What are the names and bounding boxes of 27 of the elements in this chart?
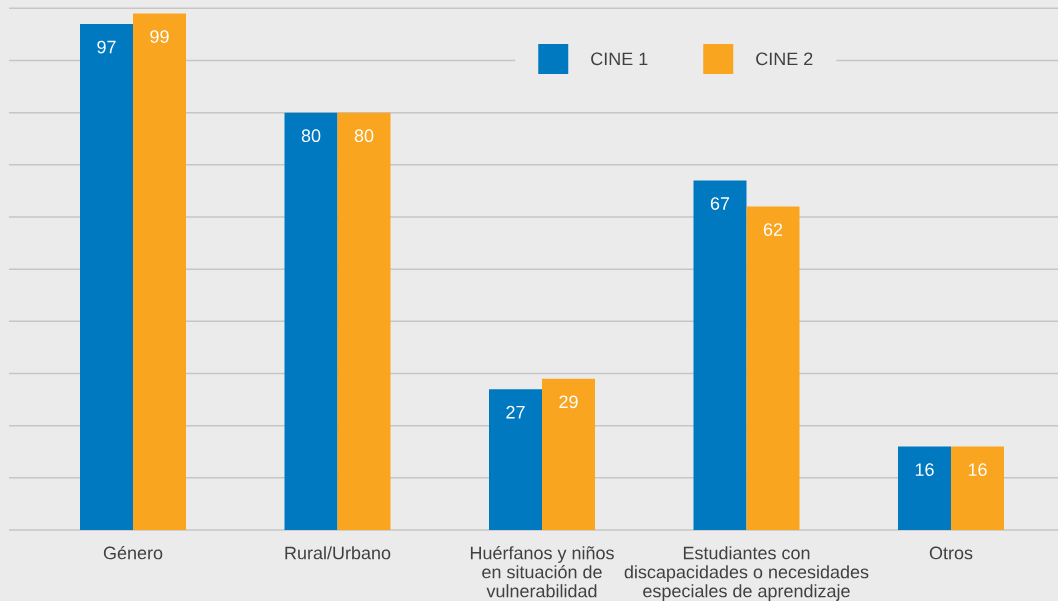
data-label: 16 [915, 463, 934, 476]
data-label: 62 [763, 223, 783, 236]
bar [284, 112, 338, 530]
bar [898, 446, 951, 530]
data-label: 27 [506, 405, 525, 419]
legend-label: CINE 2 [756, 52, 813, 66]
data-label: 16 [968, 463, 987, 476]
bar [950, 446, 1004, 530]
bar [542, 378, 595, 530]
bar [133, 13, 186, 530]
bar [746, 206, 800, 530]
x-tick-label: Estudiantes con discapacidades o necesidades especiales de aprendizaje [624, 546, 869, 601]
data-label: 67 [710, 197, 730, 210]
data-label: 80 [301, 129, 321, 143]
data-label: 97 [97, 40, 116, 54]
bar [337, 112, 391, 530]
bar [80, 23, 134, 530]
bar [693, 180, 747, 530]
x-tick-label: Género [103, 545, 163, 560]
legend-label: CINE 1 [591, 52, 648, 66]
data-label: 99 [150, 30, 169, 43]
x-tick-label: Rural/Urbano [285, 546, 391, 560]
data-label: 29 [559, 395, 578, 409]
x-tick-label: Otros [929, 546, 973, 560]
data-label: 80 [354, 129, 374, 143]
x-tick-label: Huérfanos y niños en situación de vulnerabilidad [470, 545, 614, 598]
bar [489, 389, 542, 530]
